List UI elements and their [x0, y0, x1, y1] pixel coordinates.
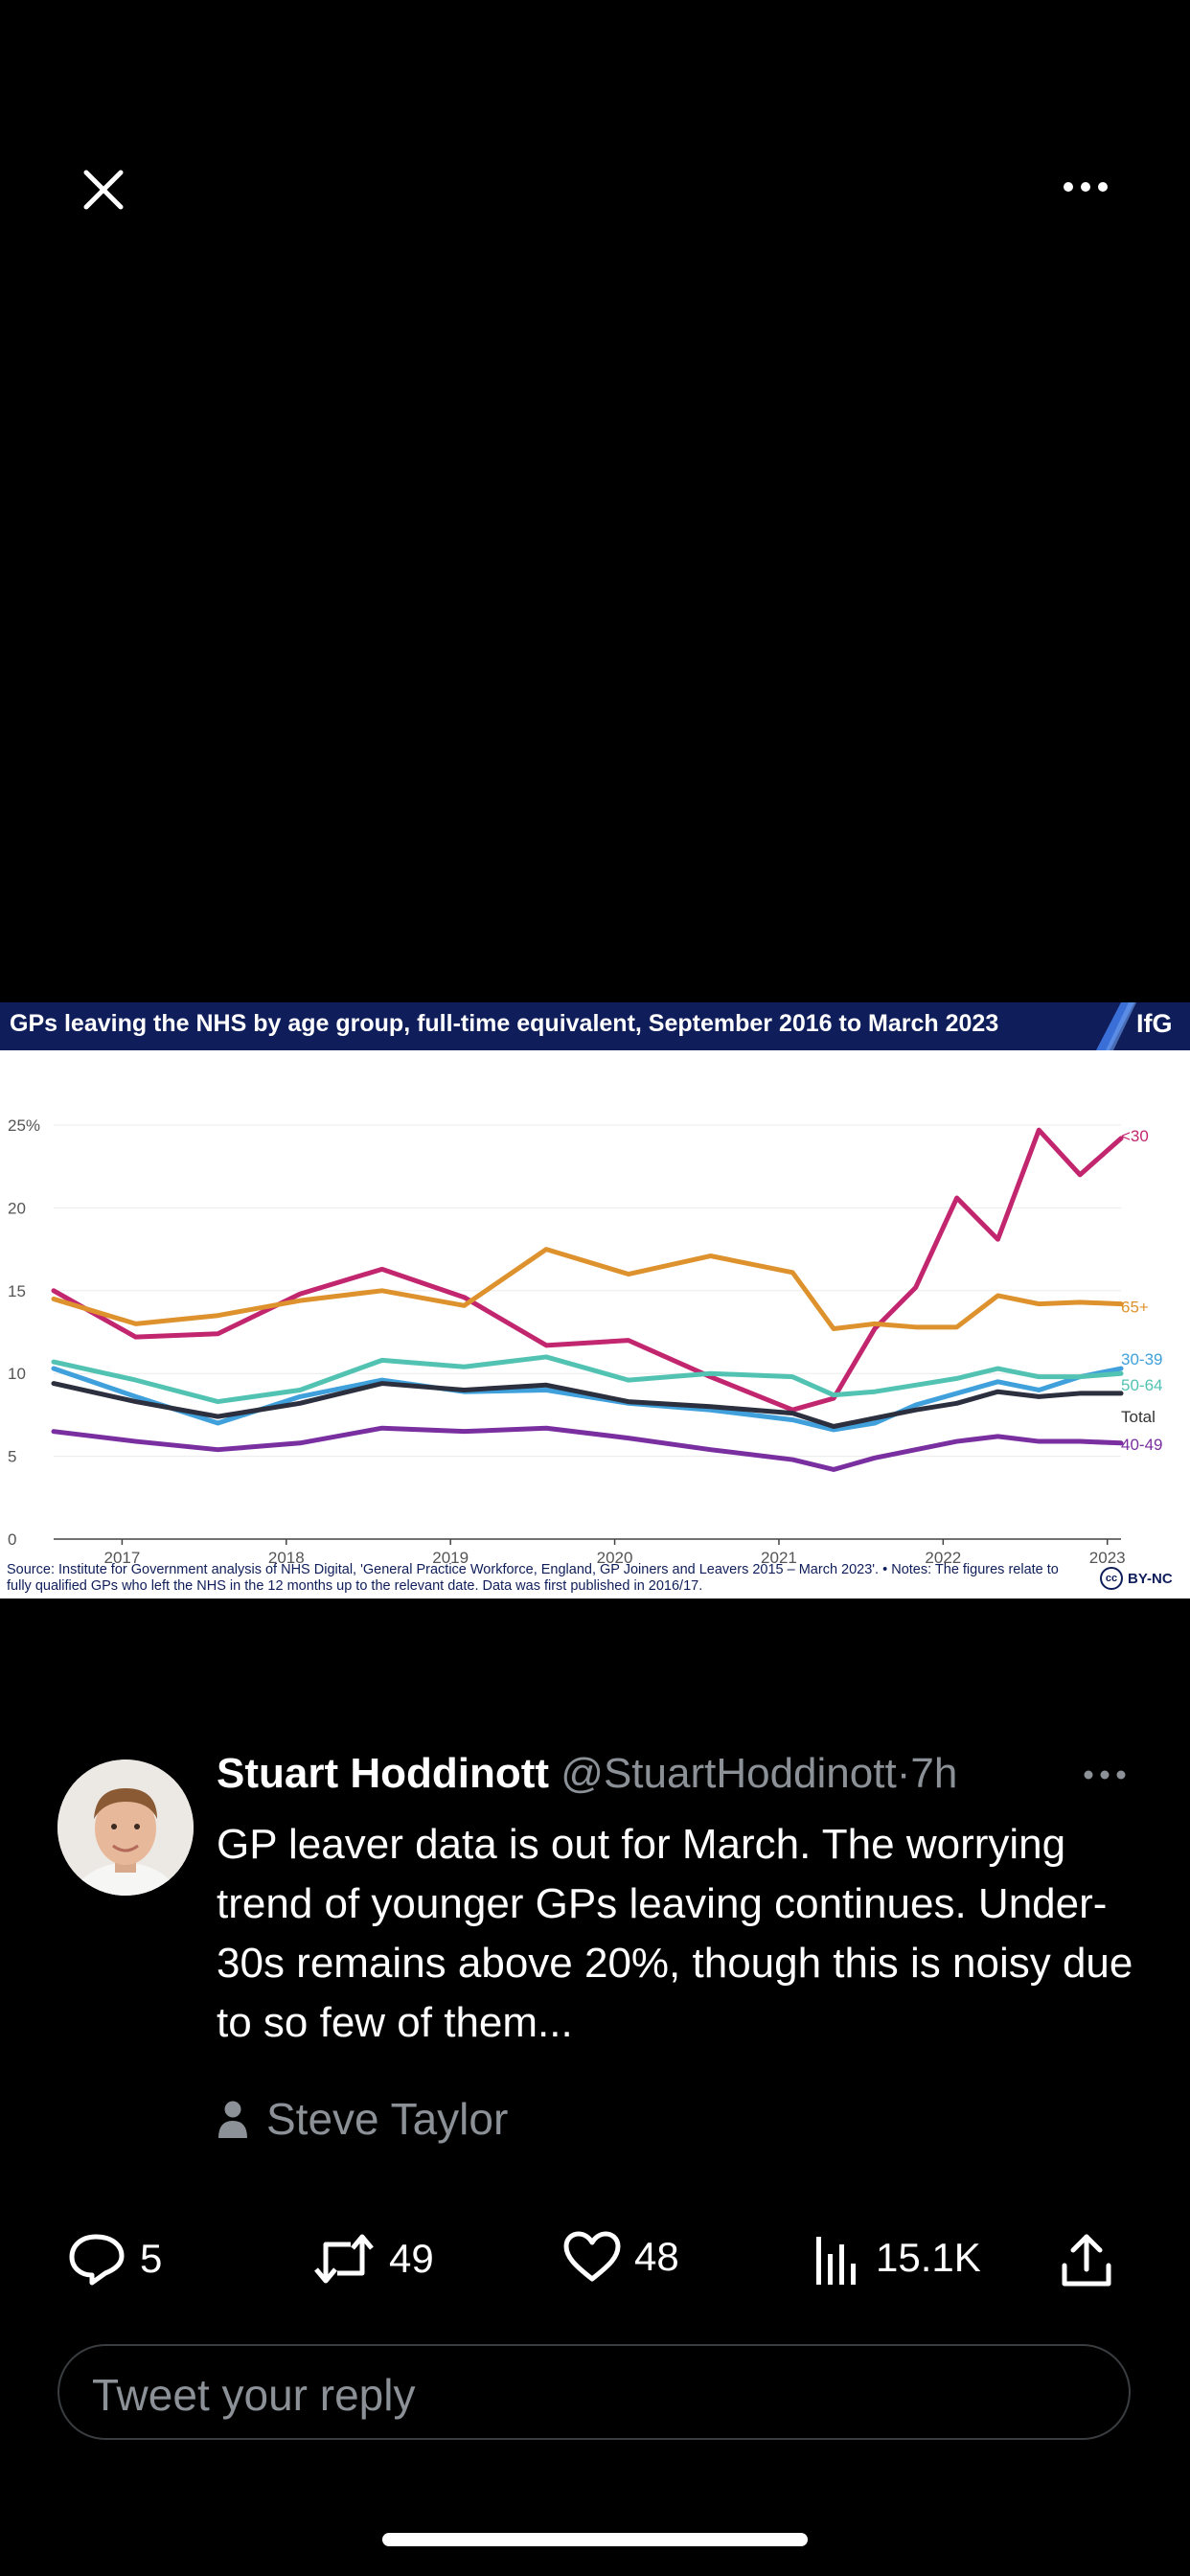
reply-count: 5	[140, 2236, 163, 2281]
x-tick-label: 2017	[103, 1549, 140, 1567]
tweet-image[interactable]: GPs leaving the NHS by age group, full-t…	[0, 1002, 1190, 1598]
tagged-user[interactable]: Steve Taylor	[217, 2093, 508, 2145]
reply-input[interactable]: Tweet your reply	[57, 2344, 1131, 2440]
series-label: 50-64	[1121, 1376, 1162, 1394]
series-label: Total	[1121, 1408, 1156, 1426]
tweet-time: 7h	[910, 1750, 958, 1797]
y-tick-label: 15	[8, 1282, 26, 1300]
series-label: 40-49	[1121, 1436, 1162, 1454]
avatar-portrait	[57, 1760, 194, 1896]
series-label: 65+	[1121, 1299, 1149, 1317]
series-line	[51, 1425, 1124, 1472]
x-tick-label: 2023	[1089, 1549, 1126, 1567]
series-line	[51, 1381, 1124, 1429]
avatar[interactable]	[57, 1760, 194, 1896]
license-badge: cc BY-NC	[1100, 1566, 1173, 1591]
more-horizontal-icon	[1084, 1770, 1126, 1780]
reply-icon	[69, 2234, 125, 2286]
tweet-more-button[interactable]	[1083, 1765, 1127, 1784]
header-separator: ·	[896, 1750, 911, 1797]
x-tick-label: 2018	[268, 1549, 305, 1567]
views-button[interactable]: 15.1K	[814, 2231, 981, 2285]
close-button[interactable]	[77, 163, 130, 217]
share-button[interactable]	[1060, 2233, 1113, 2293]
home-indicator[interactable]	[382, 2533, 808, 2546]
y-tick-label: 25%	[8, 1116, 40, 1135]
y-tick-label: 20	[8, 1199, 26, 1217]
chart-title: GPs leaving the NHS by age group, full-t…	[10, 1010, 999, 1037]
series-line	[51, 1354, 1124, 1405]
ifg-logo-mark	[1096, 1002, 1136, 1050]
views-count: 15.1K	[876, 2235, 981, 2280]
line-chart: 25% 20 15 10 5 0 2017 2018 2019 2020 2021 2022 2023…	[8, 1116, 1162, 1567]
series-label: <30	[1121, 1127, 1149, 1145]
like-count: 48	[634, 2234, 679, 2279]
x-tick-label: 2020	[597, 1549, 633, 1567]
series-line	[51, 1127, 1124, 1413]
more-options-button[interactable]	[1062, 172, 1110, 201]
share-icon	[1062, 2234, 1111, 2287]
retweet-icon	[314, 2234, 374, 2284]
author-handle[interactable]: @StuartHoddinott	[561, 1750, 897, 1797]
x-tick-label: 2019	[432, 1549, 469, 1567]
y-tick-label: 5	[8, 1448, 16, 1466]
retweet-button[interactable]: 49	[312, 2231, 434, 2287]
ifg-logo: IfG	[1136, 1009, 1173, 1038]
views-icon	[816, 2237, 856, 2285]
y-tick-label: 0	[8, 1530, 16, 1549]
tweet-header: Stuart Hoddinott @StuartHoddinott·7h	[217, 1750, 957, 1798]
license-text: BY-NC	[1128, 1570, 1173, 1587]
x-tick-label: 2021	[761, 1549, 797, 1567]
y-tick-label: 10	[8, 1365, 26, 1383]
reply-placeholder: Tweet your reply	[92, 2370, 416, 2420]
tweet-text: GP leaver data is out for March. The wor…	[217, 1821, 1133, 2046]
x-tick-label: 2022	[925, 1549, 961, 1567]
person-icon	[218, 2101, 247, 2138]
heart-icon	[563, 2231, 621, 2282]
tagged-user-name: Steve Taylor	[266, 2094, 509, 2144]
close-icon	[83, 170, 124, 210]
chart-source-note: Source: Institute for Government analysi…	[7, 1562, 1059, 1594]
reply-button[interactable]: 5	[67, 2231, 162, 2287]
series-line	[51, 1366, 1124, 1433]
like-button[interactable]: 48	[563, 2231, 679, 2283]
author-name[interactable]: Stuart Hoddinott	[217, 1750, 550, 1797]
creative-commons-icon: cc	[1100, 1567, 1123, 1590]
chart-header: GPs leaving the NHS by age group, full-t…	[0, 1002, 1190, 1050]
series-label: 30-39	[1121, 1350, 1162, 1368]
more-horizontal-icon	[1064, 182, 1108, 192]
retweet-count: 49	[389, 2236, 434, 2281]
series-line	[51, 1247, 1124, 1332]
